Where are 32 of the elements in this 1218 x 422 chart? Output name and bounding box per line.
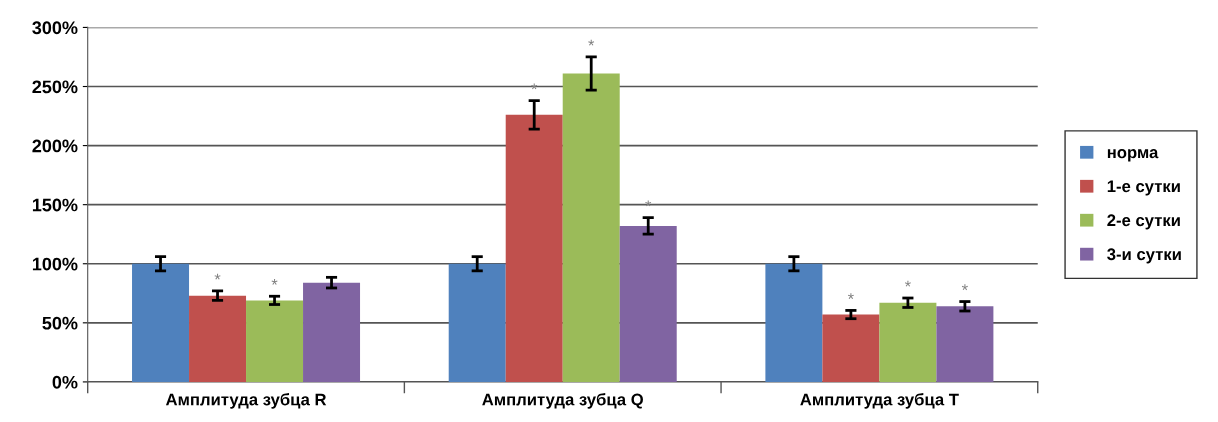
- bar: [448, 263, 506, 382]
- y-tick-label: 0%: [52, 375, 78, 389]
- x-tick-label: Амплитуда зубца Q: [482, 393, 643, 409]
- x-tick-label: Амплитуда зубца R: [165, 393, 327, 409]
- bar: [936, 306, 994, 382]
- legend-label: 1-е сутки: [1107, 180, 1180, 196]
- data-label: *: [214, 273, 221, 280]
- data-label: *: [588, 39, 595, 46]
- y-tick-label: 300%: [32, 21, 78, 35]
- data-label: *: [904, 280, 911, 287]
- legend-label: 3-и сутки: [1107, 248, 1181, 264]
- data-label: *: [961, 284, 968, 291]
- x-tick-label: Амплитуда зубца T: [800, 393, 959, 409]
- bar: [619, 225, 677, 382]
- y-tick-label: 150%: [32, 198, 78, 212]
- data-label: *: [847, 293, 854, 299]
- y-tick-label: 50%: [42, 316, 78, 330]
- bar: [879, 302, 937, 382]
- y-tick-label: 100%: [32, 257, 78, 271]
- bar: [562, 73, 620, 382]
- bar: [505, 114, 563, 382]
- legend-label: 2-е сутки: [1107, 214, 1180, 230]
- bar: [822, 314, 880, 382]
- bar: [189, 295, 247, 382]
- data-label: *: [271, 278, 278, 285]
- bar: [765, 263, 823, 382]
- bar: [132, 263, 190, 382]
- y-tick-label: 200%: [32, 139, 78, 153]
- legend-label: норма: [1107, 149, 1159, 162]
- y-tick-label: 250%: [32, 80, 78, 94]
- bar: [246, 300, 304, 382]
- bar: [303, 282, 361, 382]
